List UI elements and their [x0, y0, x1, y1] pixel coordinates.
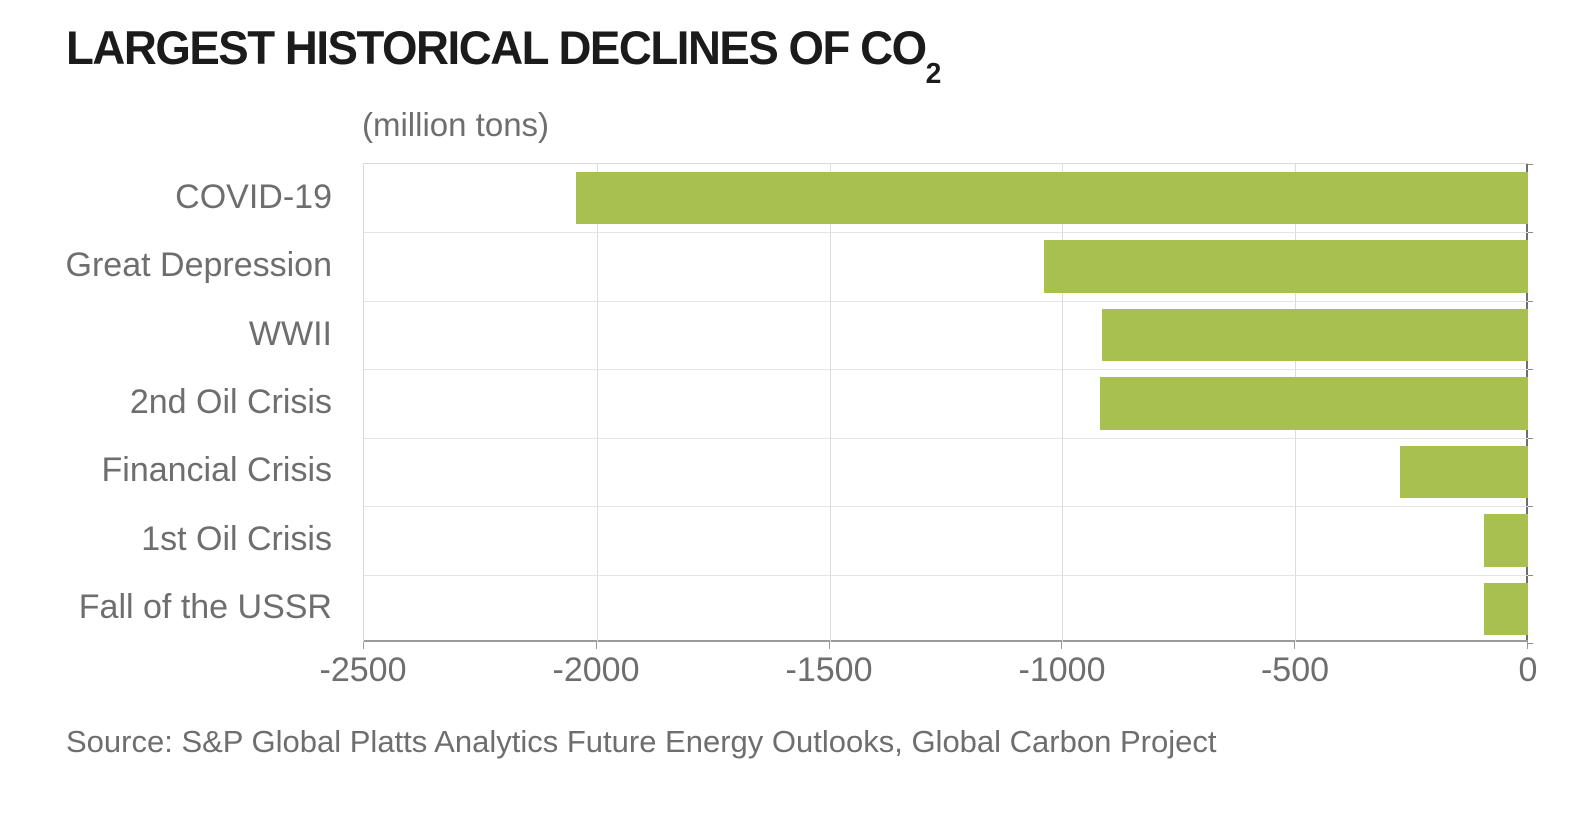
x-tick-mark [1061, 642, 1063, 649]
y-tick-mark [1528, 574, 1533, 576]
x-tick-label: -2500 [319, 651, 407, 689]
category-label-1st-oil-crisis: 1st Oil Crisis [141, 519, 332, 558]
bar-1st-oil-crisis [1483, 514, 1528, 567]
bar-great-depression [1043, 240, 1528, 293]
gridline-vertical [596, 164, 598, 642]
chart-title: LARGEST HISTORICAL DECLINES OF CO2 [66, 20, 941, 90]
category-label-2nd-oil-crisis: 2nd Oil Crisis [129, 382, 332, 421]
x-tick-mark [828, 642, 830, 649]
source-note: Source: S&P Global Platts Analytics Futu… [66, 724, 1217, 759]
row-separator [364, 232, 1528, 234]
category-label-financial-crisis: Financial Crisis [101, 451, 333, 490]
plot-area [363, 163, 1533, 649]
y-tick-mark [1528, 300, 1533, 302]
gridline-vertical [1062, 164, 1064, 642]
category-label-great-depression: Great Depression [65, 246, 332, 285]
row-separator [364, 574, 1528, 576]
x-tick-label: 0 [1518, 651, 1538, 689]
bar-financial-crisis [1399, 445, 1528, 499]
y-tick-mark [1528, 506, 1533, 508]
x-tick-label: -1000 [1018, 651, 1106, 689]
row-separator [364, 506, 1528, 508]
x-tick-label: -500 [1260, 651, 1330, 689]
y-tick-mark [1528, 232, 1533, 234]
y-tick-mark [1528, 437, 1533, 439]
bar-covid-19 [575, 172, 1528, 225]
y-tick-mark [1528, 164, 1533, 165]
x-axis-tick-labels: -2500 -2000 -1500 -1000 -500 0 [320, 651, 1538, 693]
x-tick-label: -2000 [552, 651, 640, 689]
gridline-vertical [829, 164, 831, 642]
y-tick-mark [1528, 369, 1533, 371]
x-tick-label: -1500 [785, 651, 873, 689]
x-tick-mark [595, 642, 597, 649]
category-labels-column: COVID-19 Great Depression WWII 2nd Oil Cris… [0, 163, 348, 642]
category-label-fall-of-the-ussr: Fall of the USSR [78, 588, 332, 627]
category-label-wwii: WWII [248, 314, 332, 353]
x-tick-mark [1294, 642, 1296, 649]
x-tick-mark [363, 642, 364, 649]
x-axis-line [364, 640, 1528, 642]
bar-2nd-oil-crisis [1099, 377, 1528, 430]
x-tick-mark [1527, 642, 1528, 649]
row-separator [364, 369, 1528, 371]
category-label-covid-19: COVID-19 [175, 177, 332, 216]
chart-title-subscript: 2 [925, 57, 942, 90]
bar-fall-of-the-ussr [1483, 582, 1528, 635]
units-label: (million tons) [362, 106, 550, 143]
row-separator [364, 300, 1528, 302]
chart-title-text: LARGEST HISTORICAL DECLINES OF CO [66, 21, 927, 74]
row-separator [364, 437, 1528, 439]
bar-wwii [1101, 308, 1528, 362]
y-tick-mark [1528, 643, 1533, 644]
